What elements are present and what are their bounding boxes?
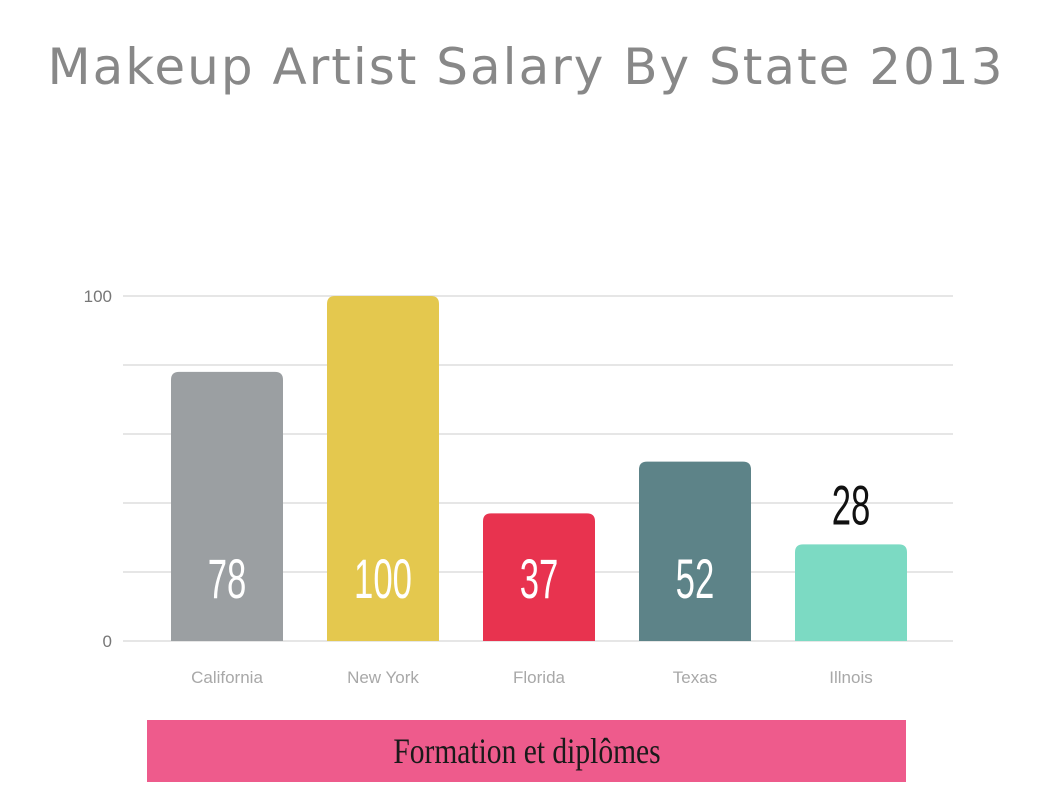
banner-text: Formation et diplômes (392, 731, 661, 771)
bar-value-label: 78 (208, 548, 247, 611)
bar-chart: 0 100 78 California 100 New York 37 Florida 52 Te… (84, 287, 953, 687)
bar (639, 461, 751, 641)
bar-value-label: 52 (676, 548, 715, 611)
x-tick-label: New York (347, 668, 419, 687)
x-tick-label: Texas (673, 668, 717, 687)
chart-title: Makeup Artist Salary By State 2013 (47, 38, 1005, 96)
x-tick-label: Florida (513, 668, 566, 687)
x-tick-label: California (191, 668, 263, 687)
bar (795, 544, 907, 641)
formation-banner: Formation et diplômes (147, 720, 906, 782)
bar (327, 296, 439, 641)
bar-value-label: 28 (832, 474, 871, 537)
bar-value-label: 37 (520, 548, 559, 611)
bar (171, 371, 283, 641)
y-tick-label: 100 (84, 287, 112, 306)
bar (483, 513, 595, 641)
bar-value-label: 100 (354, 548, 412, 611)
x-tick-label: Illnois (829, 668, 872, 687)
y-tick-label: 0 (103, 632, 112, 651)
